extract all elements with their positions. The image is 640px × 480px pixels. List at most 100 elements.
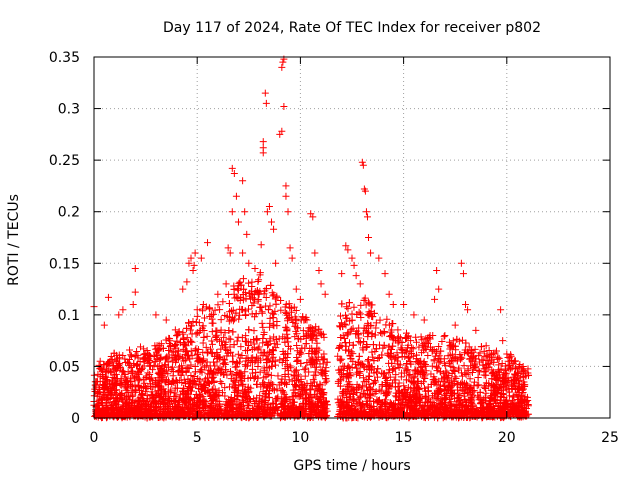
data-point <box>365 362 373 370</box>
data-point <box>138 402 146 410</box>
data-point <box>150 361 158 369</box>
data-point <box>390 365 398 373</box>
data-point <box>186 326 194 334</box>
data-point <box>264 341 272 349</box>
data-point <box>166 403 174 411</box>
data-point <box>476 388 484 396</box>
data-point <box>313 357 321 365</box>
data-point <box>254 278 262 286</box>
data-point <box>368 348 376 356</box>
data-point <box>409 352 417 360</box>
data-point <box>256 368 264 376</box>
data-point <box>447 362 455 370</box>
data-point <box>355 352 363 360</box>
data-point <box>282 394 290 402</box>
data-point <box>154 347 162 355</box>
data-point <box>298 344 306 352</box>
data-point <box>441 395 449 403</box>
data-point <box>216 378 224 386</box>
data-point <box>197 366 205 374</box>
data-point <box>269 346 277 354</box>
data-point <box>178 403 186 411</box>
data-point <box>221 312 229 320</box>
data-point <box>216 402 224 410</box>
data-point <box>482 389 490 397</box>
data-point <box>438 338 446 346</box>
data-point <box>430 356 438 364</box>
data-point <box>380 327 388 335</box>
data-point <box>252 397 260 405</box>
data-point <box>108 378 116 386</box>
data-point <box>146 375 154 383</box>
data-point <box>255 276 263 284</box>
data-point <box>359 382 367 390</box>
data-point <box>202 343 210 351</box>
data-point <box>181 340 189 348</box>
data-point <box>440 333 448 341</box>
data-point <box>210 377 218 385</box>
data-point <box>337 410 345 418</box>
data-point <box>495 354 503 362</box>
data-point <box>187 371 195 379</box>
data-point <box>135 370 143 378</box>
data-point <box>194 375 202 383</box>
data-point <box>293 324 301 332</box>
data-point <box>417 363 425 371</box>
data-point <box>416 398 423 406</box>
data-point <box>388 326 396 334</box>
data-point <box>193 394 201 402</box>
data-point <box>211 362 219 370</box>
data-point <box>184 351 192 359</box>
data-point <box>186 384 194 392</box>
data-point <box>293 357 301 365</box>
data-point <box>313 344 321 352</box>
data-point <box>372 319 380 327</box>
data-point <box>311 326 319 334</box>
data-point <box>487 350 495 358</box>
data-point <box>178 387 186 395</box>
data-point <box>208 340 216 348</box>
data-point <box>128 393 136 401</box>
data-point <box>182 367 190 375</box>
data-point <box>176 352 184 360</box>
data-point <box>140 350 148 358</box>
data-point <box>224 349 232 357</box>
data-point <box>112 400 120 408</box>
data-point <box>110 349 118 357</box>
data-point <box>362 324 370 332</box>
data-point <box>209 385 217 393</box>
data-point <box>507 352 515 360</box>
data-point <box>199 305 207 313</box>
data-point <box>225 317 233 325</box>
data-point <box>250 327 258 335</box>
data-point <box>342 346 350 354</box>
data-point <box>445 379 453 387</box>
data-point <box>236 311 244 319</box>
data-point <box>182 347 190 355</box>
data-point <box>118 381 126 389</box>
data-point <box>256 409 264 417</box>
data-point <box>234 286 242 294</box>
data-point <box>521 381 529 389</box>
data-point <box>135 383 143 391</box>
data-point <box>344 305 352 313</box>
data-point <box>507 400 515 408</box>
data-point <box>461 403 469 411</box>
data-point <box>225 335 233 343</box>
data-point <box>269 321 277 329</box>
data-point <box>323 407 331 415</box>
data-point <box>477 343 485 351</box>
data-point <box>232 309 240 317</box>
data-point <box>462 339 470 347</box>
data-point <box>147 383 155 391</box>
data-point <box>294 356 302 364</box>
data-point <box>424 351 432 359</box>
data-point <box>470 387 478 395</box>
data-point <box>106 390 114 398</box>
data-point <box>395 337 403 345</box>
data-point <box>317 390 325 398</box>
data-point <box>433 363 441 371</box>
data-point <box>245 279 253 287</box>
data-point <box>175 328 183 336</box>
data-point <box>260 366 268 374</box>
